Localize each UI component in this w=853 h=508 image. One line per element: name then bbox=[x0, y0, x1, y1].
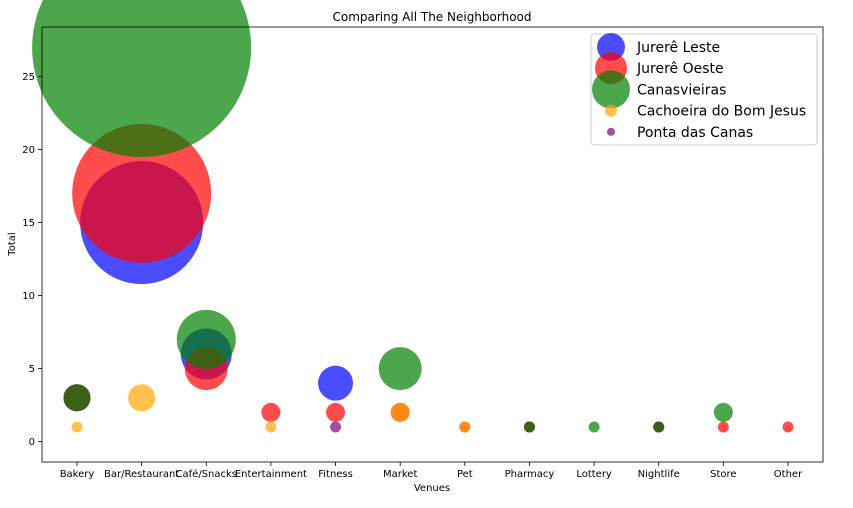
x-tick-label: Café/Snacks bbox=[176, 468, 237, 480]
legend-label: Jurerê Oeste bbox=[636, 61, 724, 77]
x-tick-label: Bar/Restaurant bbox=[104, 469, 179, 480]
data-point bbox=[128, 384, 156, 412]
data-points bbox=[32, 0, 794, 433]
y-tick-label: 5 bbox=[29, 364, 35, 375]
chart-title: Comparing All The Neighborhood bbox=[332, 10, 531, 24]
data-point bbox=[261, 402, 281, 422]
data-point bbox=[588, 421, 600, 433]
x-tick-label: Entertainment bbox=[235, 469, 307, 480]
data-point bbox=[71, 421, 83, 433]
data-point bbox=[330, 421, 342, 433]
y-tick-label: 10 bbox=[22, 291, 35, 302]
data-point bbox=[390, 402, 410, 422]
x-tick-label: Pharmacy bbox=[505, 469, 555, 480]
x-tick-label: Market bbox=[383, 469, 417, 480]
x-tick-label: Pet bbox=[457, 469, 473, 480]
y-tick-label: 25 bbox=[22, 72, 35, 83]
legend-label: Cachoeira do Bom Jesus bbox=[637, 104, 806, 120]
x-tick-label: Fitness bbox=[318, 469, 353, 480]
x-axis-ticks: Bakery Bar/RestaurantCafé/SnacksEntertain… bbox=[60, 462, 803, 480]
x-tick-label: Lottery bbox=[576, 469, 612, 480]
data-point bbox=[523, 421, 535, 433]
legend-marker bbox=[592, 70, 630, 109]
data-point bbox=[326, 402, 346, 422]
data-point bbox=[318, 365, 354, 401]
data-point bbox=[378, 347, 422, 391]
data-point bbox=[32, 0, 252, 157]
legend-marker bbox=[605, 104, 617, 117]
data-point bbox=[653, 421, 665, 433]
x-tick-label: Store bbox=[710, 469, 736, 480]
data-point bbox=[72, 123, 212, 263]
plot-frame bbox=[41, 26, 824, 463]
x-tick-label: Other bbox=[774, 469, 803, 480]
legend-label: Ponta das Canas bbox=[637, 125, 753, 141]
data-point bbox=[717, 421, 729, 433]
legend-box bbox=[590, 33, 818, 146]
y-tick-label: 15 bbox=[22, 218, 35, 229]
legend-label: Canasvieiras bbox=[637, 82, 726, 98]
legend-marker bbox=[607, 127, 615, 136]
data-point bbox=[63, 384, 91, 412]
data-point bbox=[782, 421, 794, 433]
x-tick-label: Bakery bbox=[60, 469, 95, 480]
data-point bbox=[459, 421, 471, 433]
legend-label: Jurerê Leste bbox=[636, 40, 720, 56]
x-axis-label: Venues bbox=[414, 483, 450, 494]
y-tick-label: 20 bbox=[22, 145, 35, 156]
x-tick-label: Nightlife bbox=[638, 469, 680, 480]
data-point bbox=[713, 402, 733, 422]
y-axis-ticks: 0 5 10 15 20 25 bbox=[22, 72, 42, 448]
chart-legend: Jurerê Leste Jurerê Oeste Canasvieiras Cach… bbox=[590, 33, 818, 146]
data-point bbox=[176, 309, 236, 369]
y-tick-label: 0 bbox=[29, 437, 35, 448]
data-point bbox=[265, 421, 277, 433]
y-axis-label: Total bbox=[7, 232, 18, 256]
